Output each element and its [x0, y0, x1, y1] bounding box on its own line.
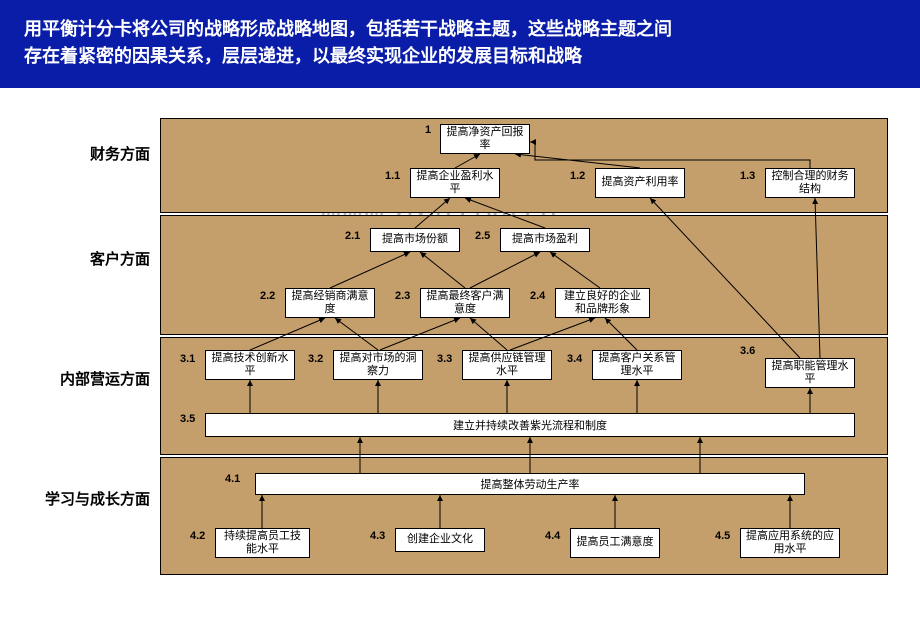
node-3-4: 提高客户关系管理水平 [592, 350, 682, 380]
label-learning: 学习与成长方面 [10, 488, 150, 509]
node-4-top: 提高整体劳动生产率 [255, 473, 805, 495]
num-2-4: 2.4 [530, 290, 545, 302]
num-3-3: 3.3 [437, 353, 452, 365]
num-1-1: 1.1 [385, 170, 400, 182]
node-2-1: 提高市场份额 [370, 228, 460, 252]
num-2-5: 2.5 [475, 230, 490, 242]
node-1-3: 控制合理的财务结构 [765, 168, 855, 198]
title-line2: 存在着紧密的因果关系，层层递进，以最终实现企业的发展目标和战略 [24, 46, 582, 66]
num-4-4: 4.4 [545, 530, 560, 542]
node-4-5: 提高应用系统的应用水平 [740, 528, 840, 558]
num-4-2: 4.2 [190, 530, 205, 542]
label-customer: 客户方面 [10, 248, 150, 269]
node-1-1: 提高企业盈利水平 [410, 168, 500, 198]
node-3-5: 建立并持续改善紫光流程和制度 [205, 413, 855, 437]
num-3-1: 3.1 [180, 353, 195, 365]
node-2-5: 提高市场盈利 [500, 228, 590, 252]
num-4-1: 4.1 [225, 473, 240, 485]
num-4-5: 4.5 [715, 530, 730, 542]
node-4-3: 创建企业文化 [395, 528, 485, 552]
node-2-4: 建立良好的企业和品牌形象 [555, 288, 650, 318]
num-1-3: 1.3 [740, 170, 755, 182]
node-4-2: 持续提高员工技能水平 [215, 528, 310, 558]
page-title: 用平衡计分卡将公司的战略形成战略地图，包括若干战略主题，这些战略主题之间 存在着… [24, 16, 896, 70]
node-4-4: 提高员工满意度 [570, 528, 660, 558]
num-3-6: 3.6 [740, 345, 755, 357]
node-2-3: 提高最终客户满意度 [420, 288, 510, 318]
num-1: 1 [425, 124, 431, 136]
content-area: www.zixin.com.cn 财务方面 客户方面 内部营运方面 学习与成长方… [0, 88, 920, 598]
header-banner: 用平衡计分卡将公司的战略形成战略地图，包括若干战略主题，这些战略主题之间 存在着… [0, 0, 920, 88]
label-internal: 内部营运方面 [10, 368, 150, 389]
title-line1: 用平衡计分卡将公司的战略形成战略地图，包括若干战略主题，这些战略主题之间 [24, 19, 672, 39]
num-2-2: 2.2 [260, 290, 275, 302]
num-2-3: 2.3 [395, 290, 410, 302]
num-3-4: 3.4 [567, 353, 582, 365]
num-4-3: 4.3 [370, 530, 385, 542]
node-2-2: 提高经销商满意度 [285, 288, 375, 318]
node-3-1: 提高技术创新水平 [205, 350, 295, 380]
label-financial: 财务方面 [10, 143, 150, 164]
node-3-6: 提高职能管理水平 [765, 358, 855, 388]
num-3-2: 3.2 [308, 353, 323, 365]
node-3-2: 提高对市场的洞察力 [333, 350, 423, 380]
node-1-2: 提高资产利用率 [595, 168, 685, 198]
num-2-1: 2.1 [345, 230, 360, 242]
node-1: 提高净资产回报率 [440, 124, 530, 154]
num-3-5: 3.5 [180, 413, 195, 425]
num-1-2: 1.2 [570, 170, 585, 182]
node-3-3: 提高供应链管理水平 [462, 350, 552, 380]
diagram-area: 1 提高净资产回报率 1.1 提高企业盈利水平 1.2 提高资产利用率 1.3 … [160, 118, 890, 598]
